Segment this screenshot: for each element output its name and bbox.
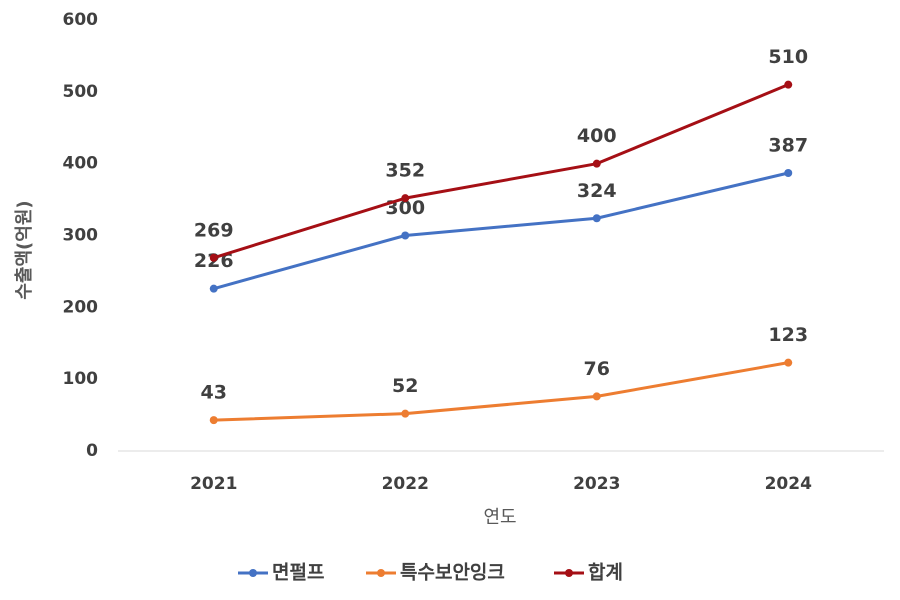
x-tick-label: 2024 <box>765 474 812 494</box>
x-tick-label: 2021 <box>190 474 237 494</box>
y-axis-title: 수출액(억원) <box>14 200 35 299</box>
legend-label: 면펄프 <box>272 562 324 584</box>
series-line <box>213 83 789 260</box>
x-tick-label: 2023 <box>573 474 620 494</box>
data-label: 400 <box>577 125 617 147</box>
data-label: 387 <box>768 135 808 157</box>
x-axis-title: 연도 <box>483 507 516 528</box>
y-tick-label: 400 <box>63 154 99 174</box>
data-point <box>401 409 410 418</box>
data-point <box>592 214 601 223</box>
y-tick-label: 600 <box>63 10 99 30</box>
legend-label: 특수보안잉크 <box>400 562 505 584</box>
data-point <box>784 358 793 367</box>
legend-marker <box>377 569 385 577</box>
data-point <box>401 194 410 203</box>
data-point <box>209 416 218 425</box>
y-tick-label: 300 <box>63 226 99 246</box>
y-tick-label: 200 <box>63 297 99 317</box>
data-point <box>784 169 793 178</box>
data-label: 510 <box>768 46 808 68</box>
data-point <box>592 159 601 168</box>
y-tick-label: 0 <box>86 441 98 461</box>
data-label: 324 <box>577 180 617 202</box>
series-line <box>213 171 789 291</box>
data-point <box>209 284 218 293</box>
data-label: 43 <box>201 382 227 404</box>
legend-marker <box>565 569 573 577</box>
data-label: 123 <box>768 324 808 346</box>
y-tick-label: 100 <box>63 369 99 389</box>
data-point <box>592 392 601 401</box>
legend-label: 합계 <box>588 562 623 584</box>
y-tick-label: 500 <box>63 82 99 102</box>
data-point <box>784 80 793 89</box>
data-label: 52 <box>392 375 418 397</box>
data-point <box>401 231 410 240</box>
x-tick-label: 2022 <box>382 474 429 494</box>
data-label: 352 <box>385 160 425 182</box>
series-line <box>213 361 789 422</box>
legend-marker <box>249 569 257 577</box>
data-point <box>209 253 218 262</box>
data-label: 269 <box>194 219 234 241</box>
data-label: 76 <box>584 358 610 380</box>
